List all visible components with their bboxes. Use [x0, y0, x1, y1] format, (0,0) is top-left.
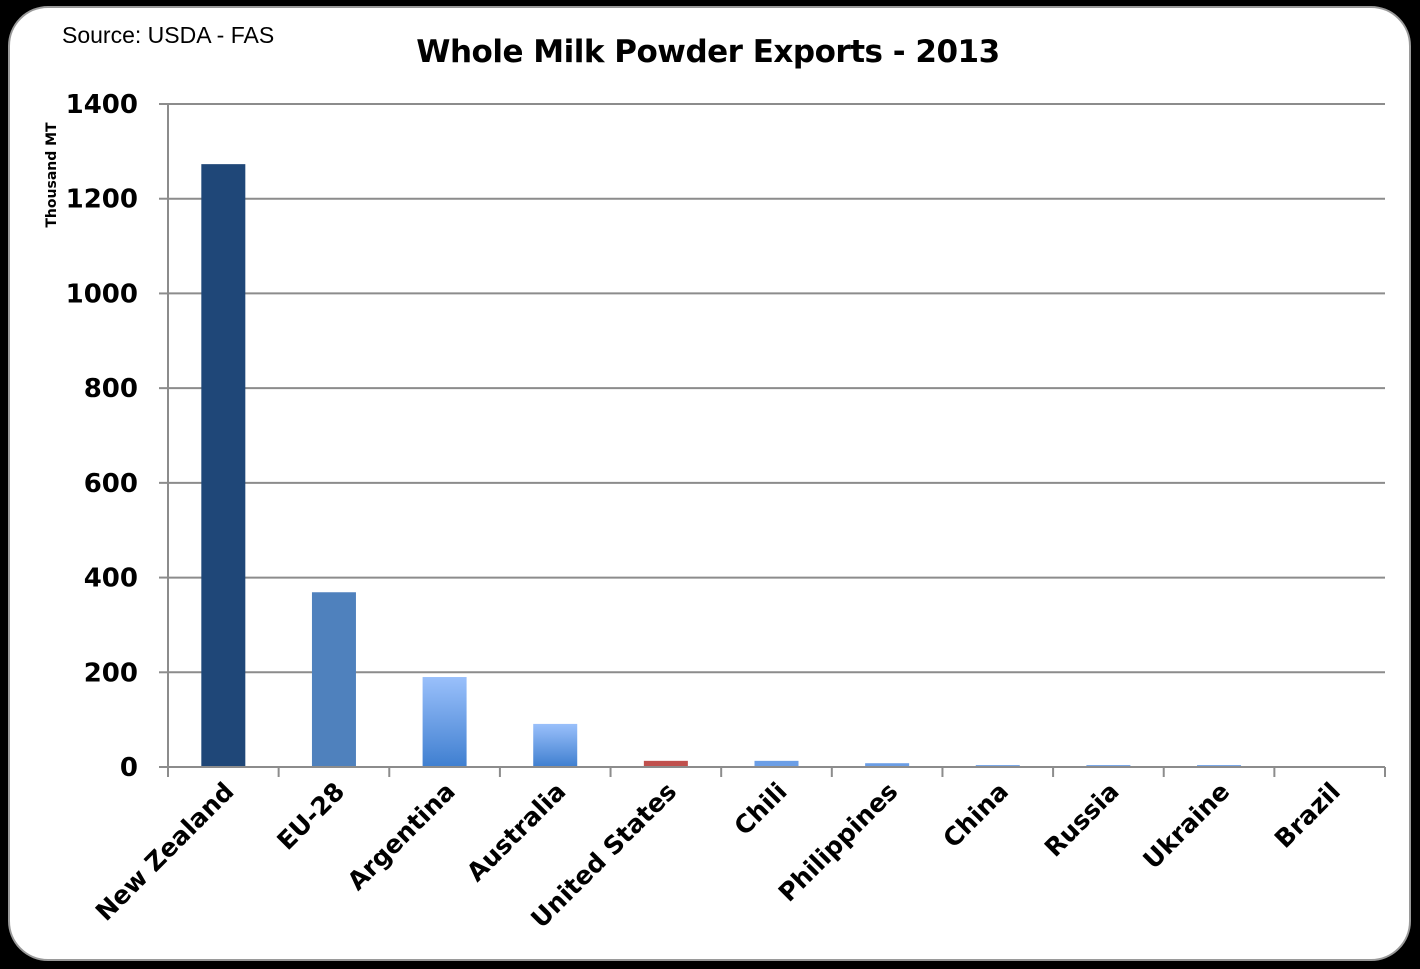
x-tick-label: Argentina	[342, 777, 461, 896]
gridlines	[168, 103, 1385, 674]
bar-chili	[754, 760, 799, 767]
bar-philippines	[865, 763, 910, 767]
x-tick-label: New Zealand	[90, 777, 240, 927]
y-tick-labels: 0 200 400 600 800 1000 1200 1400	[66, 90, 138, 783]
y-tick-label: 400	[84, 564, 138, 594]
x-tick-label: Philippines	[773, 777, 904, 908]
axes	[159, 103, 1386, 777]
bar-eu-28	[311, 592, 356, 767]
y-tick-label: 800	[84, 374, 138, 404]
chart-title: Whole Milk Powder Exports - 2013	[416, 34, 1000, 70]
x-tick-label: Russia	[1039, 777, 1125, 863]
x-tick-label: Chili	[728, 777, 792, 841]
bar-argentina	[422, 677, 467, 767]
y-tick-label: 1400	[66, 90, 138, 120]
bar-australia	[533, 723, 578, 767]
bars	[201, 164, 1352, 768]
x-tick-label: Ukraine	[1137, 777, 1235, 875]
y-tick-label: 0	[120, 753, 138, 783]
source-note: Source: USDA - FAS	[62, 22, 275, 48]
y-tick-label: 1000	[66, 279, 138, 309]
bar-new-zealand	[201, 164, 246, 768]
x-tick-label: China	[937, 777, 1014, 854]
y-tick-label: 200	[84, 658, 138, 688]
x-tick-label: Brazil	[1269, 777, 1346, 854]
x-tick-label: Australia	[461, 777, 571, 887]
bar-united-states	[643, 760, 688, 767]
y-tick-label: 600	[84, 469, 138, 499]
x-tick-label: EU-28	[271, 777, 350, 856]
y-tick-label: 1200	[66, 185, 138, 215]
